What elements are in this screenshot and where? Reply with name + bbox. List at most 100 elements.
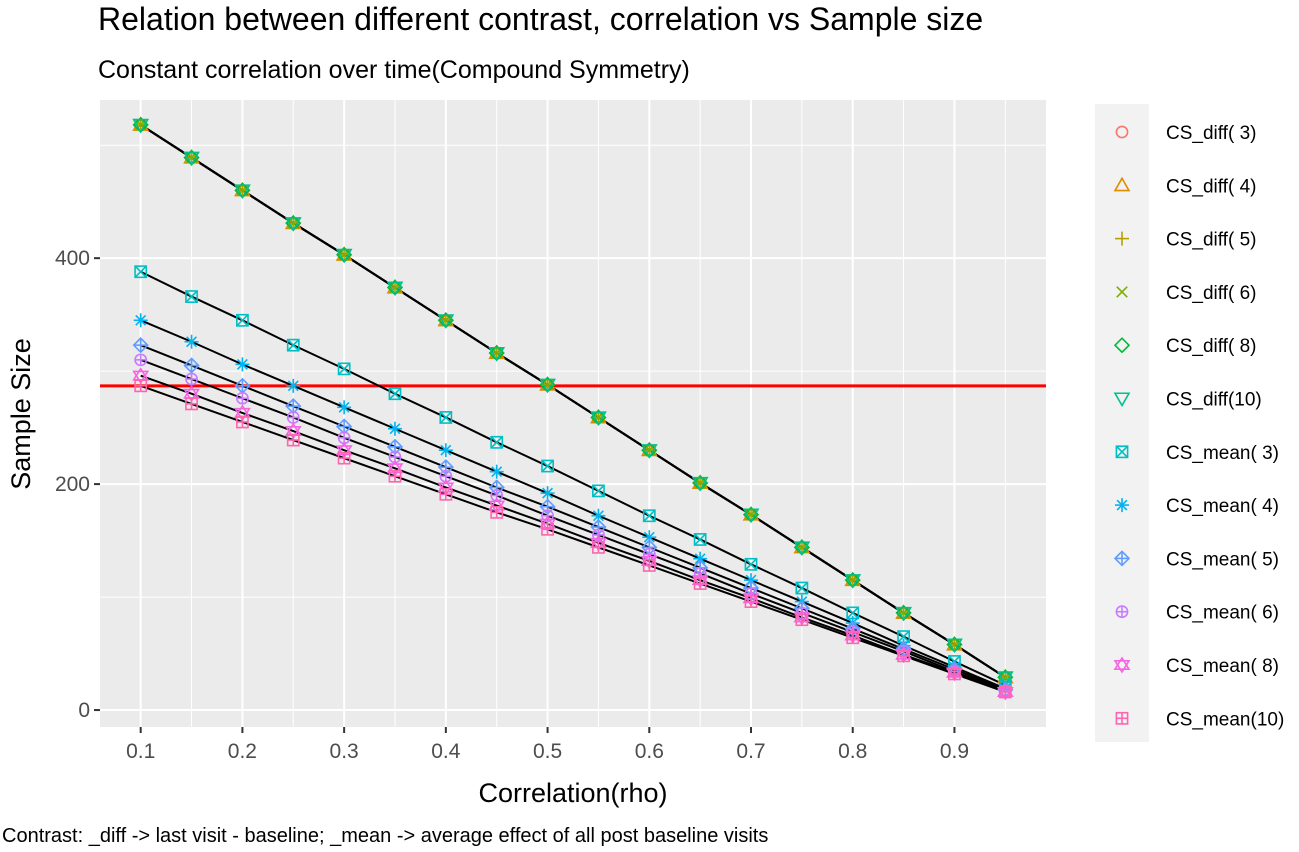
point-square-plus — [998, 685, 1012, 699]
legend-item: CS_mean( 8) — [1113, 656, 1279, 677]
legend-label: CS_diff( 4) — [1166, 176, 1256, 197]
point-star-of-david — [1113, 656, 1131, 674]
legend-item: CS_diff(10) — [1113, 390, 1262, 411]
legend-label: CS_diff( 3) — [1166, 123, 1256, 144]
point-square-cross — [439, 411, 453, 424]
point-square-cross — [693, 533, 707, 546]
point-triangle-down — [132, 118, 150, 134]
point-triangle-down — [895, 606, 912, 622]
point-square-plus — [744, 595, 758, 608]
point-asterisk — [438, 443, 453, 458]
point-asterisk — [1115, 498, 1129, 513]
legend-item: CS_mean( 3) — [1115, 443, 1279, 464]
x-axis-ticks: 0.1 0.2 0.3 0.4 0.5 0.6 0.7 0.8 0.9 — [126, 727, 969, 763]
point-diamond-plus — [183, 357, 200, 374]
point-square-plus — [134, 379, 148, 393]
point-square-cross — [134, 265, 148, 279]
series-line — [140, 344, 1006, 691]
legend-label: CS_mean( 5) — [1166, 549, 1279, 570]
point-square-plus — [286, 433, 300, 447]
point-square-cross — [897, 630, 910, 644]
series-line — [140, 319, 1006, 690]
point-square-plus — [795, 613, 809, 627]
point-square-cross — [490, 435, 504, 449]
chart-caption: Contrast: _diff -> last visit - baseline… — [2, 825, 768, 847]
point-asterisk — [540, 486, 555, 501]
point-triangle-down — [284, 217, 302, 232]
point-cross — [1116, 286, 1128, 298]
point-triangle-down — [844, 574, 862, 589]
point-triangle-down — [183, 151, 200, 167]
point-circle — [1115, 125, 1129, 139]
point-triangle-down — [742, 508, 760, 524]
legend-label: CS_diff( 6) — [1166, 283, 1256, 304]
legend-item: CS_diff( 4) — [1113, 176, 1256, 197]
y-axis-title: Sample Size — [6, 338, 36, 490]
point-square-cross — [337, 362, 351, 376]
point-triangle-down — [335, 248, 353, 264]
point-square-plus — [185, 397, 198, 411]
point-square-cross — [541, 459, 554, 473]
point-circle-plus — [185, 372, 198, 386]
legend-item: CS_diff( 5) — [1115, 230, 1256, 251]
x-tick-label: 0.8 — [838, 740, 867, 763]
legend: CS_diff( 3) CS_diff( 4) CS_diff( 5) CS_diff… — [1113, 123, 1284, 730]
series-line — [140, 384, 1006, 693]
x-tick-label: 0.1 — [126, 740, 155, 763]
chart-title: Relation between different contrast, cor… — [98, 1, 983, 37]
point-square-cross — [1115, 445, 1129, 459]
point-triangle-down — [539, 378, 556, 394]
point-square-plus — [897, 649, 910, 663]
point-circle-plus — [236, 391, 249, 405]
legend-label: CS_diff(10) — [1166, 390, 1262, 411]
series-lines — [140, 124, 1006, 693]
point-asterisk — [133, 313, 148, 328]
legend-item: CS_mean(10) — [1115, 709, 1284, 730]
x-tick-label: 0.5 — [533, 740, 562, 763]
y-tick-label: 0 — [78, 699, 90, 722]
point-square-cross — [236, 313, 249, 327]
legend-label: CS_mean( 8) — [1166, 656, 1279, 677]
point-triangle-down — [437, 314, 455, 329]
point-circle-plus — [286, 411, 300, 424]
legend-item: CS_mean( 6) — [1115, 603, 1279, 624]
legend-item: CS_mean( 4) — [1115, 496, 1279, 517]
point-diamond — [1113, 337, 1131, 354]
legend-item: CS_mean( 5) — [1113, 549, 1279, 570]
legend-label: CS_diff( 5) — [1166, 230, 1256, 251]
legend-label: CS_diff( 8) — [1166, 336, 1256, 357]
point-asterisk — [184, 334, 199, 349]
x-tick-label: 0.4 — [431, 740, 461, 763]
series-line — [140, 270, 1006, 687]
x-tick-label: 0.6 — [635, 740, 664, 763]
point-square-plus — [490, 505, 504, 519]
x-tick-label: 0.9 — [940, 740, 969, 763]
point-square-cross — [388, 387, 402, 401]
point-square-plus — [1115, 711, 1129, 725]
point-circle-plus — [1115, 605, 1129, 619]
legend-label: CS_mean( 4) — [1166, 496, 1279, 517]
point-square-cross — [744, 557, 758, 571]
x-tick-label: 0.3 — [330, 740, 359, 763]
point-triangle-down — [1113, 392, 1131, 408]
point-triangle-down — [234, 184, 251, 199]
y-tick-label: 200 — [55, 473, 90, 496]
point-square-plus — [592, 540, 605, 554]
legend-label: CS_mean(10) — [1166, 709, 1284, 730]
point-triangle-down — [590, 411, 607, 427]
legend-item: CS_diff( 8) — [1113, 336, 1256, 357]
point-circle-plus — [134, 353, 148, 367]
series-line — [140, 358, 1006, 692]
x-tick-label: 0.7 — [736, 740, 765, 763]
legend-item: CS_diff( 6) — [1116, 283, 1256, 304]
point-diamond-plus — [132, 337, 149, 354]
point-square-cross — [642, 509, 656, 523]
legend-label: CS_mean( 6) — [1166, 603, 1279, 624]
x-axis-title: Correlation(rho) — [478, 778, 667, 808]
legend-key-background — [1095, 104, 1149, 742]
point-asterisk — [286, 378, 301, 393]
y-axis-ticks: 0 200 400 — [55, 247, 100, 722]
point-triangle-down — [640, 444, 658, 459]
point-square-cross — [185, 290, 198, 303]
